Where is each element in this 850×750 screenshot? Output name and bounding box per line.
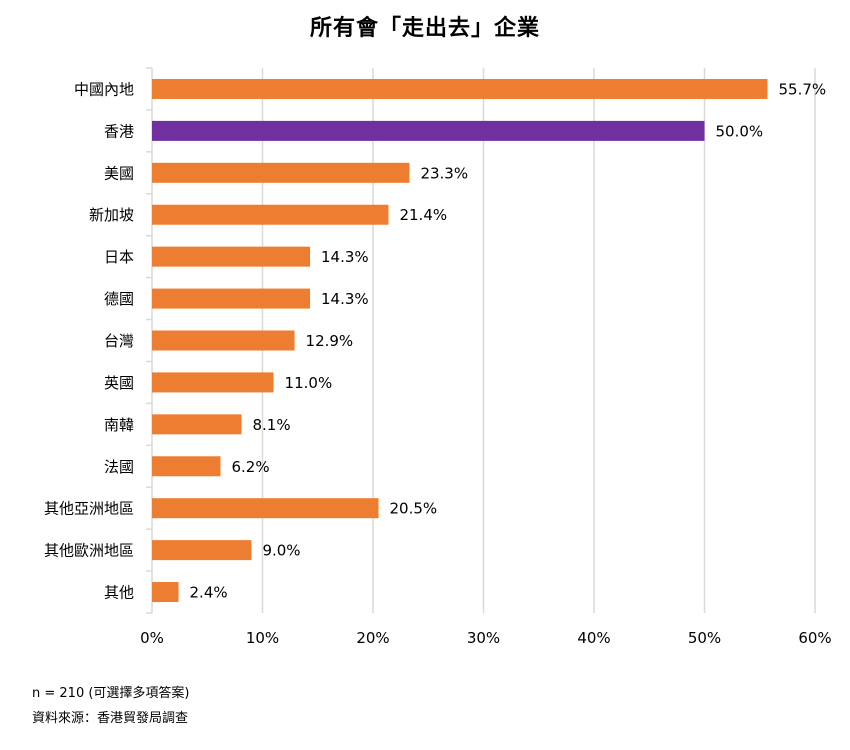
bar-6 xyxy=(152,288,311,309)
value-label: 21.4% xyxy=(399,206,447,224)
x-tick-label: 50% xyxy=(688,629,721,647)
category-label: 其他歐洲地區 xyxy=(44,542,134,560)
value-label: 9.0% xyxy=(262,542,300,560)
bar-9 xyxy=(152,414,242,435)
x-tick-label: 30% xyxy=(467,629,500,647)
value-label: 12.9% xyxy=(306,332,354,350)
value-label: 2.4% xyxy=(190,584,228,602)
x-tick-label: 0% xyxy=(140,629,164,647)
x-tick-label: 20% xyxy=(356,629,389,647)
bar-2 xyxy=(152,120,705,141)
bar-13 xyxy=(152,582,179,603)
value-label: 50.0% xyxy=(716,122,764,140)
bar-12 xyxy=(152,540,252,561)
category-label: 南韓 xyxy=(104,416,134,434)
x-tick-label: 40% xyxy=(577,629,610,647)
category-label: 其他 xyxy=(104,584,134,602)
bar-8 xyxy=(152,372,274,393)
category-label: 香港 xyxy=(104,122,134,140)
bar-10 xyxy=(152,456,221,477)
value-label: 23.3% xyxy=(420,164,468,182)
labels: 0% 10% 20% 30% 40% 50% 60% 中國內地 55.7% 香港 50.0% 美國 23… xyxy=(44,80,832,647)
category-label: 美國 xyxy=(104,164,134,182)
value-label: 6.2% xyxy=(232,458,270,476)
x-tick-label: 60% xyxy=(798,629,831,647)
category-label: 德國 xyxy=(104,290,134,308)
value-label: 14.3% xyxy=(321,290,369,308)
chart-title: 所有會「走出去」企業 xyxy=(309,16,540,41)
category-label: 法國 xyxy=(104,458,134,476)
sample-footnote: n = 210 (可選擇多項答案) xyxy=(32,686,190,701)
category-label: 其他亞洲地區 xyxy=(44,500,134,518)
value-label: 14.3% xyxy=(321,248,369,266)
category-label: 新加坡 xyxy=(89,206,134,224)
bar-7 xyxy=(152,330,295,351)
bar-3 xyxy=(152,162,410,183)
bar-5 xyxy=(152,246,311,267)
value-label: 11.0% xyxy=(285,374,333,392)
value-label: 8.1% xyxy=(253,416,291,434)
x-tick-label: 10% xyxy=(246,629,279,647)
bar-11 xyxy=(152,498,379,519)
gridlines xyxy=(146,67,816,614)
category-label: 日本 xyxy=(104,248,134,266)
value-label: 20.5% xyxy=(390,500,438,518)
bars xyxy=(152,78,768,603)
bar-4 xyxy=(152,204,389,225)
bar-1 xyxy=(152,78,768,99)
category-label: 中國內地 xyxy=(74,80,134,98)
value-label: 55.7% xyxy=(778,80,826,98)
category-label: 台灣 xyxy=(104,332,134,350)
source-footnote: 資料來源：香港貿發局調查 xyxy=(32,711,189,726)
category-label: 英國 xyxy=(104,374,134,392)
